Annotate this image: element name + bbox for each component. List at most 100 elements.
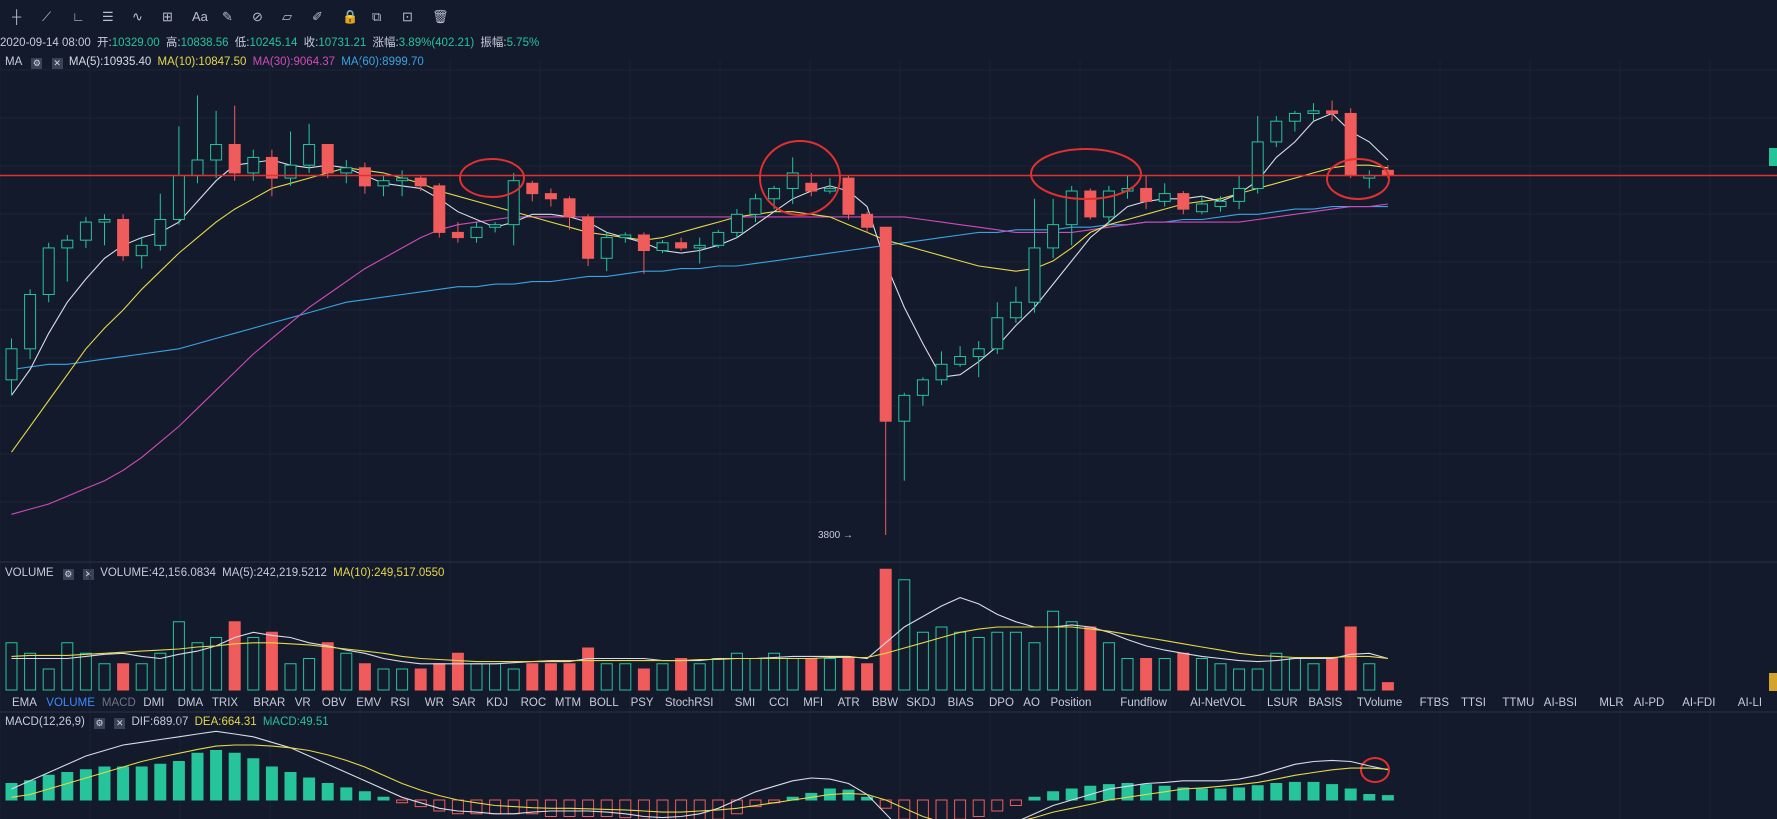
indicator-tab-dpo[interactable]: DPO <box>989 697 1014 709</box>
macd-histogram-bar <box>675 799 688 819</box>
indicator-tab-volume[interactable]: VOLUME <box>46 697 95 709</box>
magnet-icon[interactable]: ⊘ <box>252 9 263 24</box>
indicator-tab-ttsi[interactable]: TTSI <box>1461 697 1486 709</box>
indicator-tab-mlr[interactable]: MLR <box>1599 697 1624 709</box>
indicator-tab-ai-bsi[interactable]: AI-BSI <box>1543 697 1578 709</box>
volume-bar <box>1177 652 1190 691</box>
indicator-tab-ao[interactable]: AO <box>1023 697 1040 709</box>
indicator-tab-cci[interactable]: CCI <box>769 697 789 709</box>
brush-icon[interactable]: ✎ <box>222 9 233 24</box>
candle-body <box>768 187 781 200</box>
dea-value: DEA:664.31 <box>194 716 257 728</box>
indicator-tab-dmi[interactable]: DMI <box>143 697 165 709</box>
candle-body <box>972 348 985 358</box>
indicator-tab-sar[interactable]: SAR <box>452 697 476 709</box>
indicator-tab-ai-fdi[interactable]: AI-FDI <box>1682 697 1716 709</box>
macd-settings-icon[interactable]: ⚙ <box>94 718 106 729</box>
fib-icon[interactable]: ☰ <box>102 9 114 24</box>
indicator-tab-ftbs[interactable]: FTBS <box>1419 697 1449 709</box>
indicator-tab-rsi[interactable]: RSI <box>390 697 410 709</box>
macd-histogram-bar <box>135 766 148 801</box>
crosshair-icon[interactable]: ┼ <box>12 9 22 24</box>
volume-bar <box>507 668 520 691</box>
candle-body <box>954 356 967 365</box>
indicator-tab-emv[interactable]: EMV <box>356 697 382 709</box>
indicator-tab-mtm[interactable]: MTM <box>554 697 582 709</box>
indicator-tab-mfi[interactable]: MFI <box>803 697 824 709</box>
open-label: 开: <box>97 37 112 49</box>
indicator-tab-skdj[interactable]: SKDJ <box>906 697 936 709</box>
indicator-tab-ttmu[interactable]: TTMU <box>1502 697 1535 709</box>
indicator-tab-smi[interactable]: SMI <box>734 697 756 709</box>
lock-icon[interactable]: 🔒 <box>342 9 359 24</box>
indicator-tab-macd[interactable]: MACD <box>101 697 136 709</box>
pattern-icon[interactable]: ⊞ <box>162 9 173 24</box>
indicator-tab-trix[interactable]: TRIX <box>211 697 239 709</box>
indicator-tab-obv[interactable]: OBV <box>321 697 347 709</box>
copy-icon[interactable]: ⧉ <box>372 9 382 24</box>
volume-settings-icon[interactable]: ⚙ <box>62 569 74 580</box>
macd-histogram-bar <box>972 799 985 817</box>
indicator-tab-atr[interactable]: ATR <box>837 697 860 709</box>
volume-bar <box>135 663 148 691</box>
indicator-tab-vr[interactable]: VR <box>294 697 311 709</box>
indicator-tab-psy[interactable]: PSY <box>630 697 654 709</box>
macd-histogram-bar <box>1102 784 1115 801</box>
text-icon[interactable]: Aa <box>192 9 208 24</box>
candle-body <box>5 348 18 381</box>
volume-bar <box>805 658 818 691</box>
volume-close-icon[interactable]: ✕ <box>82 569 94 580</box>
indicator-tab-bias[interactable]: BIAS <box>947 697 974 709</box>
indicator-tab-roc[interactable]: ROC <box>520 697 547 709</box>
volume-bar <box>265 631 278 691</box>
close-icon[interactable]: ✕ <box>51 58 63 69</box>
indicator-tab-brar[interactable]: BRAR <box>253 697 286 709</box>
volume-bar <box>1028 642 1041 691</box>
indicator-tab-tvolume[interactable]: TVolume <box>1356 697 1403 709</box>
macd-histogram-bar <box>637 799 650 819</box>
trendline-icon[interactable]: ⟋ <box>42 9 52 24</box>
volume-bar <box>1251 668 1264 691</box>
low-value: 10245.14 <box>249 37 298 49</box>
ruler-icon[interactable]: ▱ <box>282 9 292 24</box>
indicator-tab-ai-pd[interactable]: AI-PD <box>1633 697 1665 709</box>
volume-bar <box>1307 663 1320 691</box>
wave-icon[interactable]: ∿ <box>132 9 143 24</box>
volume-bar <box>228 621 241 691</box>
indicator-tab-stochrsi[interactable]: StochRSI <box>664 697 714 709</box>
indicator-tab-boll[interactable]: BOLL <box>589 697 619 709</box>
candle-body <box>433 185 446 233</box>
indicator-tab-bbw[interactable]: BBW <box>871 697 899 709</box>
indicator-tab-fundflow[interactable]: Fundflow <box>1120 697 1167 709</box>
macd-legend: MACD(12,26,9) ⚙ ✕ DIF:689.07 DEA:664.31 … <box>5 715 332 729</box>
trash-icon[interactable]: 🗑 <box>432 9 449 24</box>
indicator-tab-ai-li[interactable]: AI-LI <box>1737 697 1763 709</box>
settings-icon[interactable]: ⚙ <box>31 58 43 69</box>
macd-histogram-bar <box>61 772 74 801</box>
indicator-tab-ai-netvol[interactable]: AI-NetVOL <box>1190 697 1246 709</box>
volume-bar <box>1065 621 1078 691</box>
volume-bar <box>321 642 334 691</box>
indicator-tab-dma[interactable]: DMA <box>177 697 204 709</box>
indicator-tab-lsur[interactable]: LSUR <box>1267 697 1298 709</box>
macd-close-icon[interactable]: ✕ <box>114 718 126 729</box>
candle-body <box>396 177 409 182</box>
candle-body <box>619 234 632 239</box>
volume-bar <box>563 663 576 691</box>
eye-icon[interactable]: ⊡ <box>402 9 413 24</box>
volume-bar <box>451 652 464 691</box>
pencil-icon[interactable]: ✐ <box>312 9 323 24</box>
indicator-tab-ema[interactable]: EMA <box>12 697 37 709</box>
candle-body <box>414 177 427 187</box>
volume-bar <box>1009 631 1022 691</box>
angle-icon[interactable]: ∟ <box>72 9 85 24</box>
macd-histogram-bar <box>861 796 874 801</box>
indicator-tab-basis[interactable]: BASIS <box>1308 697 1343 709</box>
candle-body <box>24 293 37 350</box>
indicator-tab-kdj[interactable]: KDJ <box>486 697 509 709</box>
volume-bar <box>991 631 1004 691</box>
indicator-tab-wr[interactable]: WR <box>424 697 444 709</box>
macd-histogram-bar <box>433 799 446 812</box>
indicator-tab-position[interactable]: Position <box>1050 697 1092 709</box>
